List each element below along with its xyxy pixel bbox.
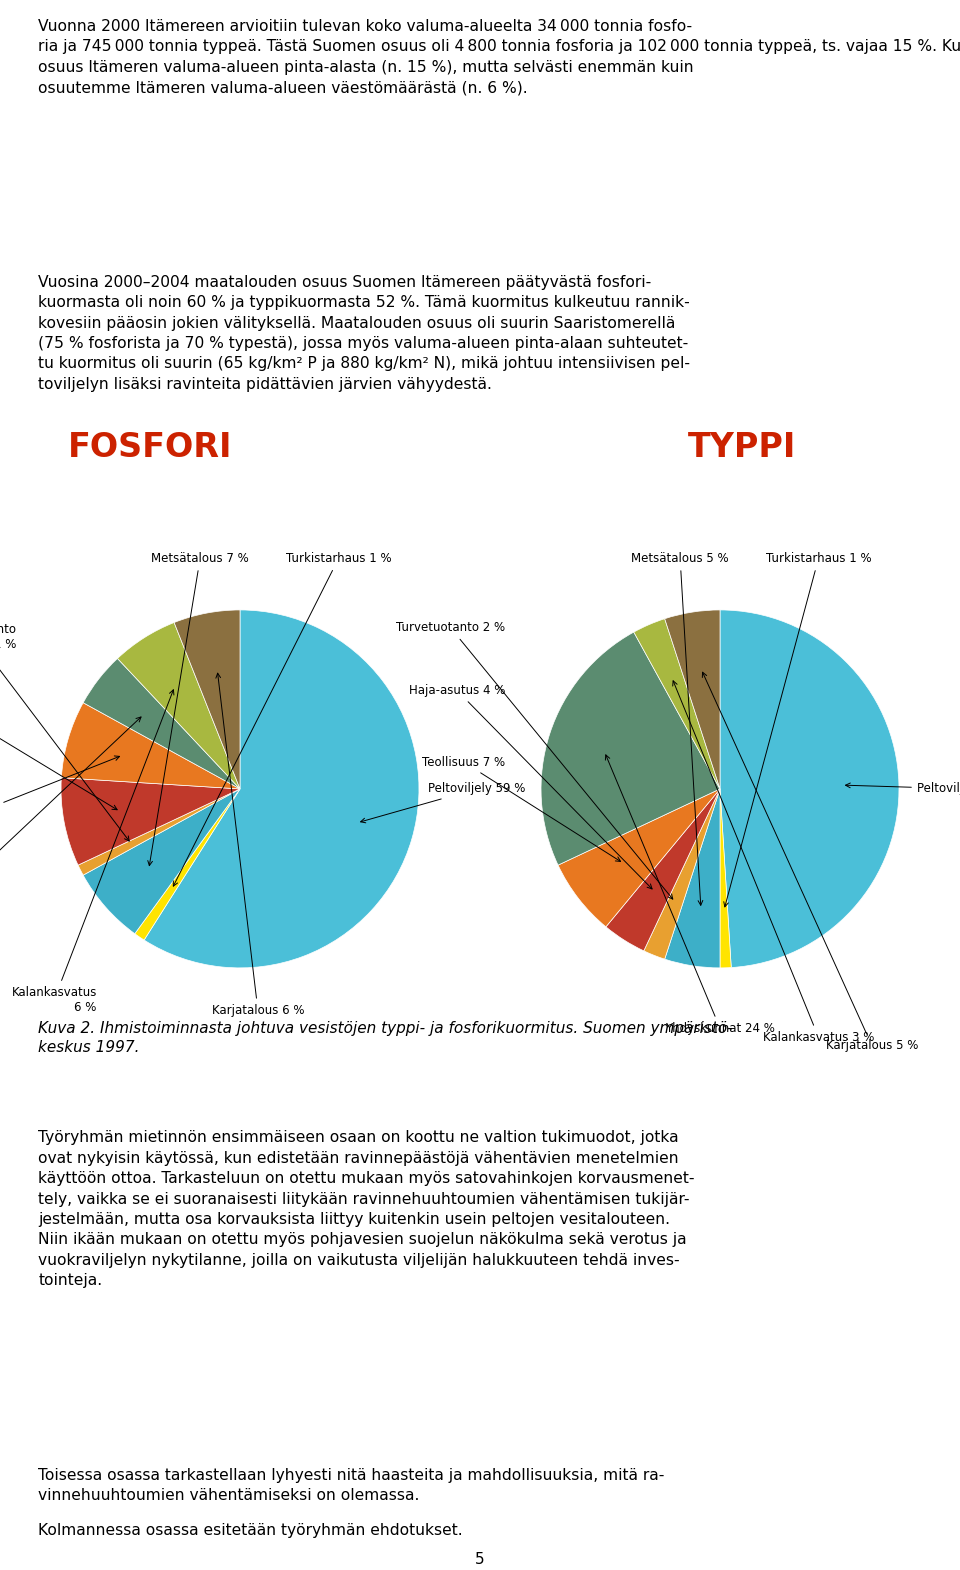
Wedge shape (644, 790, 720, 959)
Wedge shape (144, 611, 419, 967)
Wedge shape (720, 611, 899, 967)
Text: Teollisuus
7 %: Teollisuus 7 % (0, 755, 120, 831)
Text: Metsätalous 7 %: Metsätalous 7 % (148, 553, 249, 865)
Wedge shape (634, 619, 720, 790)
Wedge shape (84, 658, 240, 790)
Text: Kalankasvatus 3 %: Kalankasvatus 3 % (673, 681, 875, 1044)
Wedge shape (558, 790, 720, 926)
Wedge shape (664, 611, 720, 790)
Text: Karjatalous 6 %: Karjatalous 6 % (211, 674, 304, 1017)
Text: Haja-asutus 4 %: Haja-asutus 4 % (409, 685, 652, 889)
Wedge shape (117, 623, 240, 790)
Wedge shape (541, 633, 720, 865)
Text: Peltoviljely 49 %: Peltoviljely 49 % (846, 782, 960, 796)
Text: TYPPI: TYPPI (688, 432, 797, 465)
Text: Työryhmän mietinnön ensimmäiseen osaan on koottu ne valtion tukimuodot, jotka
ov: Työryhmän mietinnön ensimmäiseen osaan o… (38, 1130, 695, 1289)
Wedge shape (61, 703, 240, 790)
Text: Yhdyskunnat
5 %: Yhdyskunnat 5 % (0, 717, 141, 901)
Text: Karjatalous 5 %: Karjatalous 5 % (703, 672, 919, 1052)
Text: Kuva 2. Ihmistoiminnasta johtuva vesistöjen typpi- ja fosforikuormitus. Suomen y: Kuva 2. Ihmistoiminnasta johtuva vesistö… (38, 1020, 733, 1055)
Text: Turvetuotanto
1 %: Turvetuotanto 1 % (0, 623, 130, 842)
Text: Haja-asutus 8 %: Haja-asutus 8 % (0, 702, 117, 810)
Text: 5: 5 (475, 1551, 485, 1567)
Wedge shape (78, 790, 240, 874)
Text: Turkistarhaus 1 %: Turkistarhaus 1 % (174, 553, 392, 885)
Text: Kalankasvatus
6 %: Kalankasvatus 6 % (12, 689, 174, 1014)
Text: Vuosina 2000–2004 maatalouden osuus Suomen Itämereen päätyvästä fosfori-
kuormas: Vuosina 2000–2004 maatalouden osuus Suom… (38, 275, 690, 392)
Text: FOSFORI: FOSFORI (68, 432, 232, 465)
Wedge shape (134, 790, 240, 940)
Wedge shape (720, 790, 732, 967)
Text: Turvetuotanto 2 %: Turvetuotanto 2 % (396, 622, 673, 900)
Wedge shape (84, 790, 240, 934)
Text: Peltoviljely 59 %: Peltoviljely 59 % (361, 782, 525, 823)
Text: Vuonna 2000 Itämereen arvioitiin tulevan koko valuma-alueelta 34 000 tonnia fosf: Vuonna 2000 Itämereen arvioitiin tulevan… (38, 19, 960, 96)
Text: Metsätalous 5 %: Metsätalous 5 % (632, 553, 729, 906)
Text: Kolmannessa osassa esitetään työryhmän ehdotukset.: Kolmannessa osassa esitetään työryhmän e… (38, 1523, 463, 1539)
Text: Toisessa osassa tarkastellaan lyhyesti nitä haasteita ja mahdollisuuksia, mitä r: Toisessa osassa tarkastellaan lyhyesti n… (38, 1468, 664, 1504)
Text: Turkistarhaus 1 %: Turkistarhaus 1 % (724, 553, 872, 907)
Text: Yhdyskunnat 24 %: Yhdyskunnat 24 % (606, 755, 775, 1035)
Wedge shape (606, 790, 720, 951)
Text: Teollisuus 7 %: Teollisuus 7 % (422, 755, 620, 862)
Wedge shape (174, 611, 240, 790)
Wedge shape (664, 790, 720, 967)
Wedge shape (61, 777, 240, 865)
